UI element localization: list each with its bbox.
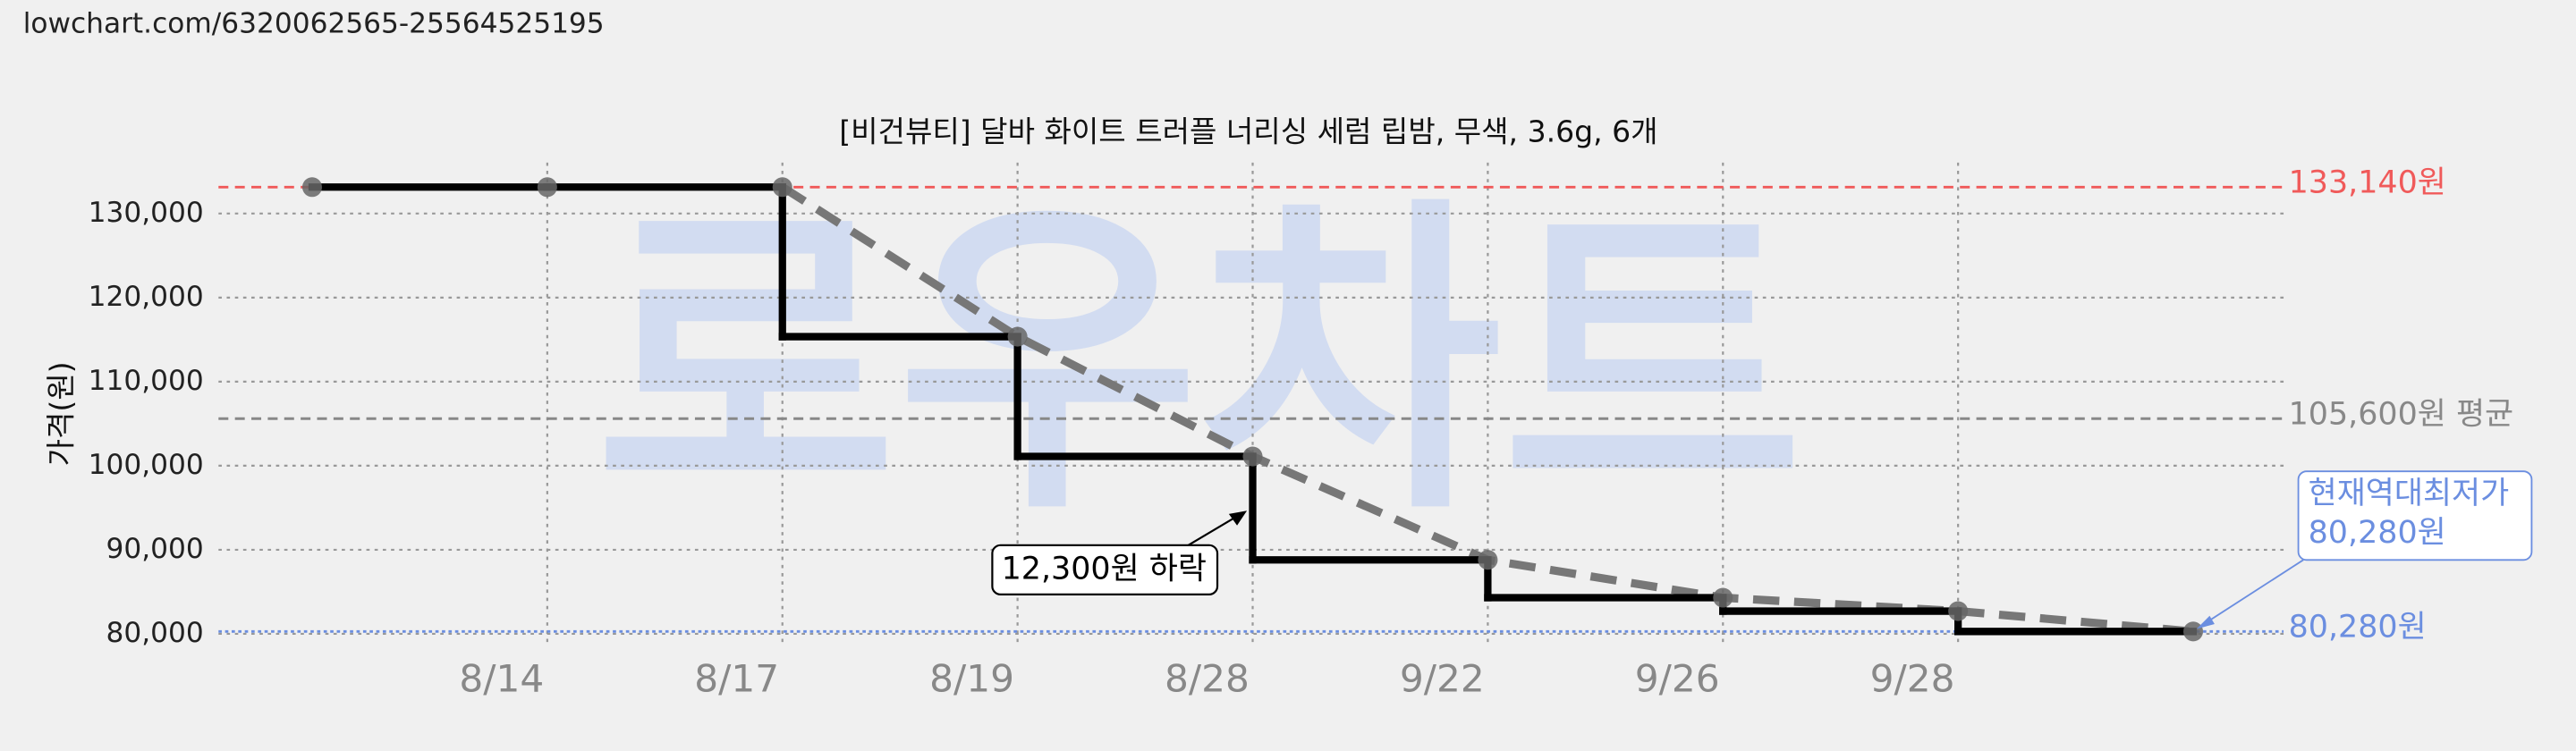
- point: [301, 177, 322, 198]
- point: [772, 177, 792, 198]
- y-tick-label: 90,000: [106, 533, 204, 565]
- reference-label: 80,280원: [2289, 610, 2427, 646]
- x-tick-label: 8/17: [694, 657, 779, 701]
- annotation-text: 현재역대최저가: [2309, 476, 2510, 511]
- arrow-head: [1228, 511, 1248, 526]
- annotation-text: 12,300원 하락: [1002, 551, 1207, 586]
- arrow-head: [2196, 615, 2215, 629]
- y-tick-label: 80,000: [106, 617, 204, 649]
- url: lowchart.com/6320062565-25564525195: [23, 8, 605, 40]
- x-tick-label: 8/28: [1165, 657, 1250, 701]
- point: [1007, 326, 1028, 347]
- x-tick-label: 8/19: [929, 657, 1014, 701]
- series: [301, 177, 2204, 642]
- x-tick-label: 8/14: [459, 657, 544, 701]
- point: [1948, 601, 1969, 621]
- point: [537, 177, 557, 198]
- y-tick-label: 130,000: [89, 197, 204, 229]
- y-tick-label: 110,000: [89, 365, 204, 397]
- watermark: 로우차트: [595, 171, 1804, 553]
- annotation-box: [991, 544, 1219, 596]
- point: [1242, 446, 1263, 467]
- x-tick-label: 9/28: [1870, 657, 1955, 701]
- y-axis-label: 가격(원): [43, 361, 78, 466]
- point: [2183, 621, 2204, 642]
- point: [1478, 550, 1498, 570]
- x-tick-label: 9/22: [1400, 657, 1485, 701]
- reference-label: 133,140원: [2289, 165, 2446, 201]
- x-tick-label: 9/26: [1635, 657, 1720, 701]
- point: [1713, 587, 1733, 608]
- annotation-box: [2297, 470, 2533, 561]
- y-tick-label: 120,000: [89, 281, 204, 313]
- annotation-text: 80,280원: [2309, 515, 2446, 551]
- y-tick-label: 100,000: [89, 449, 204, 481]
- chart-title: [비건뷰티] 달바 화이트 트러플 너리싱 세럼 립밤, 무색, 3.6g, 6…: [839, 114, 1657, 148]
- reference-label: 105,600원 평균: [2289, 397, 2514, 433]
- annotation-arrow: [2200, 559, 2304, 627]
